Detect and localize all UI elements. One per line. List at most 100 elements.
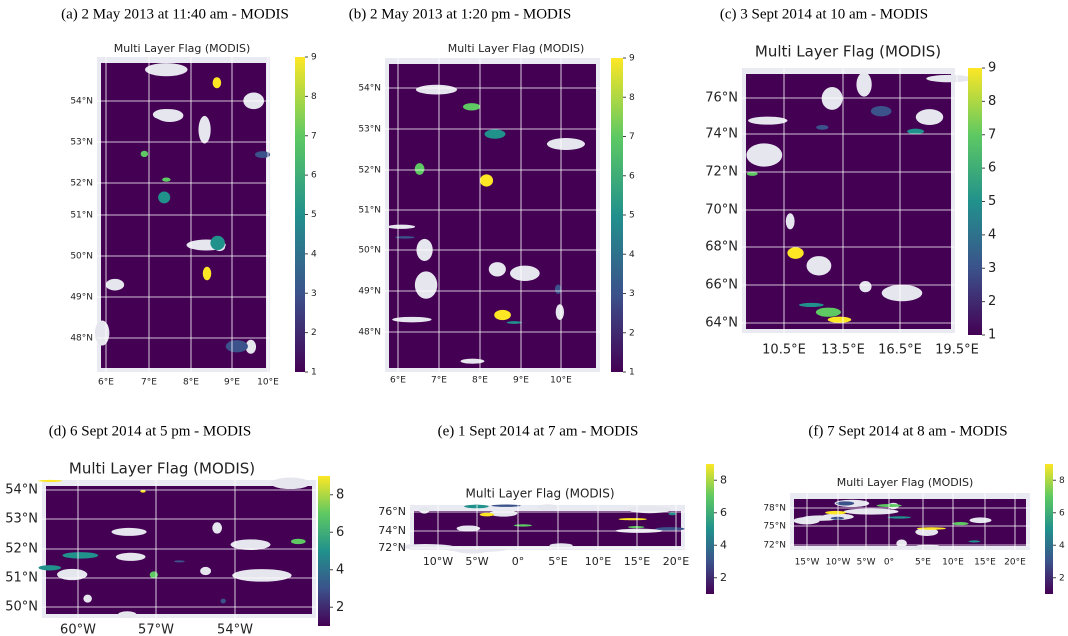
lat-label: 53°N xyxy=(5,512,38,527)
cloud-patch xyxy=(226,340,248,352)
colorbar-label: 4 xyxy=(336,562,344,577)
clear-patch xyxy=(199,116,211,144)
lon-label: 9°E xyxy=(513,376,529,386)
colorbar-label: 7 xyxy=(988,127,996,142)
panel-caption: (c) 3 Sept 2014 at 10 am - MODIS xyxy=(720,6,928,22)
clear-patch xyxy=(807,256,832,275)
cloud-patch xyxy=(514,524,532,526)
panel-caption: (f) 7 Sept 2014 at 8 am - MODIS xyxy=(808,423,1007,439)
colorbar-label: 1 xyxy=(988,328,996,343)
lon-label: 57°W xyxy=(138,623,174,636)
colorbar xyxy=(1045,464,1053,594)
cloud-patch xyxy=(464,505,489,509)
lat-label: 52°N xyxy=(5,542,38,557)
colorbar-label: 8 xyxy=(311,92,317,102)
lon-label: 15°E xyxy=(624,555,650,568)
flag-field xyxy=(389,64,596,368)
panel-title: Multi Layer Flag (MODIS) xyxy=(466,487,615,501)
colorbar-label: 6 xyxy=(1059,508,1065,518)
lat-label: 49°N xyxy=(70,293,93,303)
colorbar-label: 8 xyxy=(629,93,635,103)
cloud-patch xyxy=(141,151,148,157)
clear-patch xyxy=(231,539,271,550)
colorbar-label: 5 xyxy=(629,211,635,221)
lat-label: 54°N xyxy=(5,483,38,498)
panel-title: Multi Layer Flag (MODIS) xyxy=(837,476,974,489)
clear-patch xyxy=(212,522,222,533)
clear-patch xyxy=(538,504,558,510)
colorbar-label: 9 xyxy=(629,54,635,64)
lon-label: 6°E xyxy=(98,378,114,388)
lat-label: 50°N xyxy=(358,246,381,256)
lat-label: 75°N xyxy=(763,522,786,532)
clear-patch xyxy=(461,359,485,364)
colorbar-label: 4 xyxy=(311,249,317,259)
cloud-patch xyxy=(158,191,170,203)
clear-patch xyxy=(970,517,992,523)
flag-field xyxy=(794,499,1026,546)
clear-patch xyxy=(859,281,871,292)
flag-field xyxy=(101,63,266,368)
lon-label: 16.5°E xyxy=(878,343,922,358)
colorbar-label: 4 xyxy=(1059,541,1065,551)
clear-patch xyxy=(547,138,585,150)
lat-label: 52°N xyxy=(70,179,93,189)
colorbar-label: 8 xyxy=(1059,476,1065,486)
colorbar-label: 2 xyxy=(720,571,727,584)
colorbar-label: 1 xyxy=(629,368,635,378)
lon-label: 0° xyxy=(512,555,525,568)
colorbar-label: 3 xyxy=(988,261,996,276)
colorbar-label: 8 xyxy=(336,487,344,502)
cloud-patch xyxy=(38,565,61,570)
cloud-patch xyxy=(871,106,892,116)
clear-patch xyxy=(83,595,92,603)
cloud-patch xyxy=(221,599,226,604)
panel-caption: (a) 2 May 2013 at 11:40 am - MODIS xyxy=(61,6,289,22)
lat-label: 49°N xyxy=(358,287,381,297)
lon-label: 13.5°E xyxy=(821,343,865,358)
cloud-patch xyxy=(816,125,828,130)
clear-patch xyxy=(106,279,124,291)
colorbar-label: 2 xyxy=(336,600,344,615)
cloud-patch xyxy=(150,571,158,578)
colorbar-label: 2 xyxy=(311,328,317,338)
colorbar-label: 2 xyxy=(1059,573,1065,583)
colorbar xyxy=(968,68,982,335)
clear-patch xyxy=(232,569,291,582)
lat-label: 51°N xyxy=(5,571,38,586)
lat-label: 70°N xyxy=(705,203,738,218)
colorbar-label: 2 xyxy=(988,294,996,309)
cloud-patch xyxy=(210,236,224,250)
lat-label: 72°N xyxy=(378,541,406,554)
clear-patch xyxy=(57,569,87,580)
clear-patch xyxy=(882,285,923,301)
clear-patch xyxy=(822,87,843,110)
clear-patch xyxy=(145,63,188,76)
colorbar-label: 3 xyxy=(629,289,635,299)
lat-label: 51°N xyxy=(358,206,381,216)
lon-label: 5°E xyxy=(915,558,931,568)
colorbar-label: 2 xyxy=(629,328,635,338)
cloud-patch xyxy=(291,539,306,544)
panel-caption: (e) 1 Sept 2014 at 7 am - MODIS xyxy=(438,423,639,439)
lat-label: 52°N xyxy=(358,166,381,176)
colorbar-label: 4 xyxy=(720,538,727,551)
cloud-patch xyxy=(907,129,924,135)
clear-patch xyxy=(111,528,146,536)
colorbar xyxy=(611,58,623,372)
panel-caption: (b) 2 May 2013 at 1:20 pm - MODIS xyxy=(349,6,571,22)
clear-patch xyxy=(200,567,211,575)
colorbar xyxy=(706,464,714,594)
lon-label: 60°W xyxy=(60,623,96,636)
panel-title: Multi Layer Flag (MODIS) xyxy=(69,460,255,478)
lon-label: 10°E xyxy=(257,378,279,388)
lat-label: 54°N xyxy=(70,97,93,107)
colorbar-label: 5 xyxy=(311,210,317,220)
lon-label: 5°W xyxy=(856,558,875,568)
lat-label: 51°N xyxy=(70,211,93,221)
lon-label: 20°E xyxy=(663,555,689,568)
clear-patch xyxy=(271,478,310,490)
clear-patch xyxy=(844,508,899,514)
cloud-patch xyxy=(507,321,523,324)
clear-patch xyxy=(896,540,907,548)
